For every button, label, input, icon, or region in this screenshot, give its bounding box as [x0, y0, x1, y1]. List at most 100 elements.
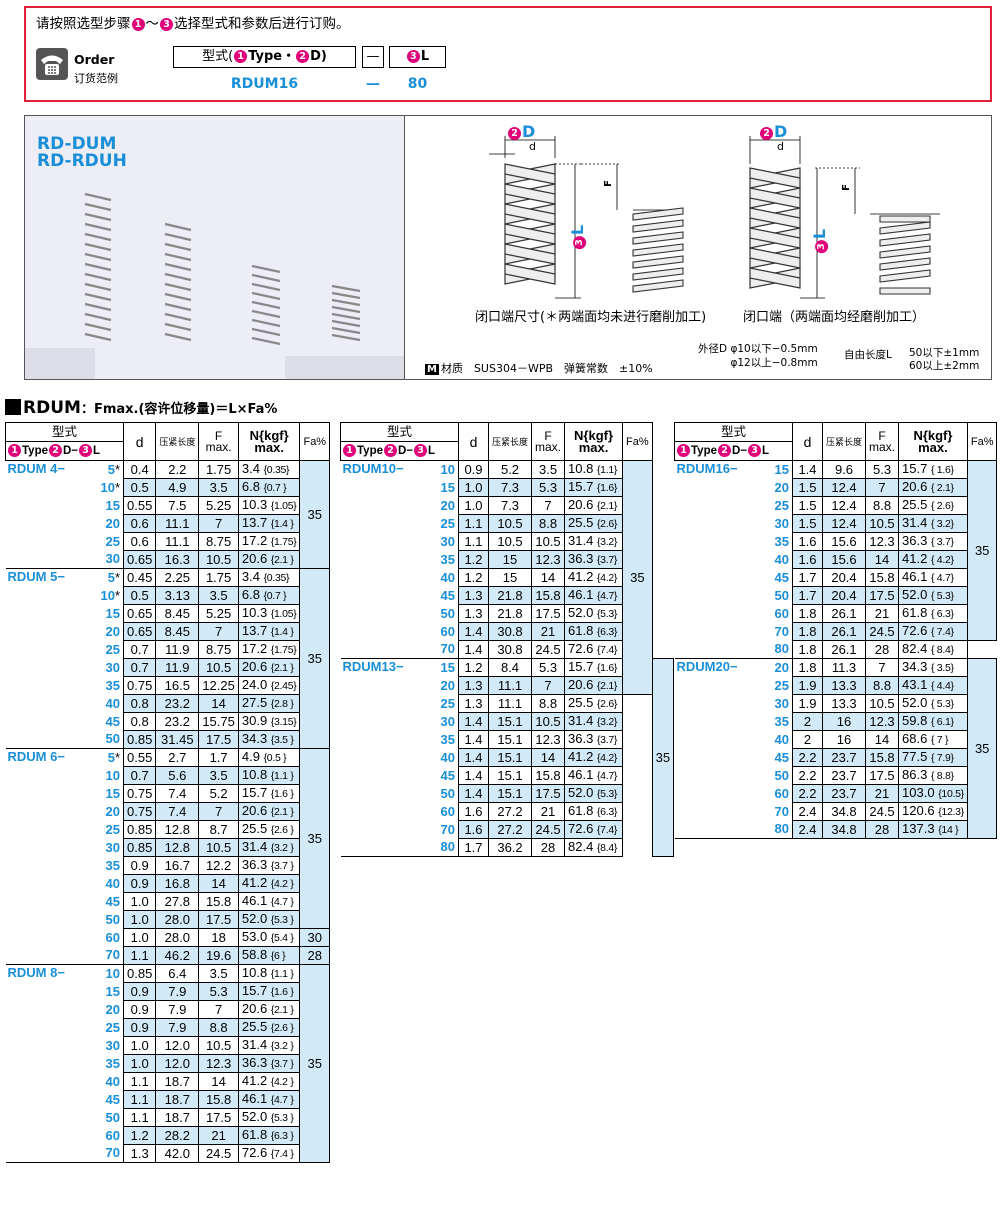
- table-row: 50 1.7 20.4 17.5 52.0 { 5.3}: [674, 586, 997, 605]
- fa-value: 35: [966, 460, 998, 641]
- compressed-length: 15.1: [487, 748, 533, 767]
- header-fa: Fa%: [299, 422, 331, 461]
- compressed-length: 11.1: [487, 676, 533, 695]
- compressed-length: 2.25: [155, 568, 200, 587]
- type-name: RDUM20−: [676, 659, 738, 674]
- wire-diameter: 0.45: [122, 568, 157, 587]
- type-cell: 25: [5, 532, 124, 551]
- wire-diameter: 1.2: [122, 1126, 157, 1145]
- compressed-length: 21.8: [487, 604, 533, 623]
- length-value: 15: [105, 983, 120, 999]
- table-row: 20 0.6 11.1 7 13.7 {1.4 }: [5, 514, 330, 533]
- order-label: Order: [74, 52, 115, 67]
- length-value: 70: [105, 1145, 120, 1161]
- f-max: 10.5: [198, 658, 239, 677]
- type-cell: 40: [340, 568, 459, 587]
- table-row: 35 1.0 12.0 12.3 36.3 {3.7 }: [5, 1054, 330, 1073]
- table-row: 50 1.1 18.7 17.5 52.0 {5.3 }: [5, 1108, 330, 1127]
- n-max: 72.6 {7.4}: [564, 820, 624, 839]
- compressed-length: 15: [487, 568, 533, 587]
- type-cell: RDUM 8− 10: [5, 964, 124, 983]
- compressed-length: 12.8: [155, 820, 200, 839]
- wire-diameter: 2: [792, 712, 823, 731]
- length-value: 15: [774, 461, 789, 477]
- length-value: 35: [105, 857, 120, 873]
- compressed-length: 26.1: [821, 622, 867, 641]
- wire-diameter: 1.8: [792, 604, 823, 623]
- length-value: 60: [105, 929, 120, 945]
- star-mark: *: [114, 749, 120, 765]
- f-max: 28: [865, 640, 900, 659]
- table-row: 25 1.3 11.1 8.8 25.5 {2.6}: [340, 694, 674, 713]
- wire-diameter: 1.0: [122, 1054, 157, 1073]
- table-row: 35 0.9 16.7 12.2 36.3 {3.7 }: [5, 856, 330, 875]
- n-max: 61.8 {6.3 }: [237, 1126, 301, 1145]
- f-max: 28: [531, 838, 566, 857]
- n-max: 30.9 {3.15}: [237, 712, 301, 731]
- compressed-length: 11.1: [487, 694, 533, 713]
- f-max: 24.5: [865, 802, 900, 821]
- f-max: 12.3: [198, 1054, 239, 1073]
- table-row: 30 1.4 15.1 10.5 31.4 {3.2}: [340, 712, 674, 731]
- wire-diameter: 1.8: [792, 658, 823, 677]
- length-value: 10: [440, 461, 455, 477]
- type-cell: 35: [5, 676, 124, 695]
- table-row: 15 1.0 7.3 5.3 15.7 {1.6}: [340, 478, 674, 497]
- step-1-marker: 1: [131, 18, 145, 31]
- fa-value: 35: [299, 748, 331, 929]
- f-max: 12.2: [198, 856, 239, 875]
- wire-diameter: 1.7: [792, 586, 823, 605]
- fa-value: 35: [651, 658, 675, 857]
- type-cell: 20: [5, 514, 124, 533]
- dim-small-d-label-1: d: [529, 140, 536, 153]
- n-max: 31.4 {3.2 }: [237, 838, 301, 857]
- table-row: 15 0.65 8.45 5.25 10.3 {1.05}: [5, 604, 330, 623]
- compressed-length: 18.7: [155, 1072, 200, 1091]
- length-value: 30: [440, 713, 455, 729]
- compressed-length: 15.1: [487, 712, 533, 731]
- n-max: 10.3 {1.05}: [237, 496, 301, 515]
- compressed-length: 2.2: [155, 460, 200, 479]
- type-cell: RDUM 6− 5*: [5, 748, 124, 767]
- model-names: RD-DUM RD-RDUH: [37, 136, 127, 170]
- wire-diameter: 0.5: [122, 586, 157, 605]
- table-row: 45 0.8 23.2 15.75 30.9 {3.15}: [5, 712, 330, 731]
- wire-diameter: 1.7: [792, 568, 823, 587]
- type-cell: 30: [340, 712, 459, 731]
- star-mark: *: [114, 569, 120, 585]
- table-row: 45 1.0 27.8 15.8 46.1 {4.7 }: [5, 892, 330, 911]
- compressed-length: 16: [821, 712, 867, 731]
- length-value: 50: [440, 785, 455, 801]
- type-cell: 60: [5, 928, 124, 947]
- wire-diameter: 0.9: [122, 1000, 157, 1019]
- wire-diameter: 0.65: [122, 622, 157, 641]
- type-cell: 30: [674, 514, 793, 533]
- type-cell: 15: [340, 478, 459, 497]
- table-row: RDUM16− 15 1.4 9.6 5.3 15.7 { 1.6} 35: [674, 460, 998, 641]
- type-cell: 15: [5, 784, 124, 803]
- f-max: 15.8: [865, 568, 900, 587]
- wire-diameter: 1.1: [122, 946, 157, 965]
- wire-diameter: 2.2: [792, 766, 823, 785]
- wire-diameter: 1.9: [792, 694, 823, 713]
- table-row: RDUM 6− 5* 0.55 2.7 1.7 4.9 {0.5 } 35: [5, 748, 331, 929]
- type-cell: 60: [340, 622, 459, 641]
- compressed-length: 4.9: [155, 478, 200, 497]
- compressed-length: 23.7: [821, 784, 867, 803]
- compressed-length: 12.4: [821, 478, 867, 497]
- compressed-length: 23.2: [155, 712, 200, 731]
- compressed-length: 15: [487, 550, 533, 569]
- fa-value: 35: [966, 658, 998, 839]
- wire-diameter: 1.6: [792, 550, 823, 569]
- wire-diameter: 0.85: [122, 820, 157, 839]
- compressed-length: 7.9: [155, 1000, 200, 1019]
- table-row: 15 0.9 7.9 5.3 15.7 {1.6 }: [5, 982, 330, 1001]
- length-value: 20: [440, 677, 455, 693]
- type-cell: 25: [340, 694, 459, 713]
- type-cell: 45: [5, 712, 124, 731]
- wire-diameter: 0.65: [122, 604, 157, 623]
- f-max: 1.75: [198, 460, 239, 479]
- wire-diameter: 1.0: [122, 892, 157, 911]
- type-name: RDUM13−: [342, 659, 404, 674]
- wire-diameter: 0.65: [122, 550, 157, 569]
